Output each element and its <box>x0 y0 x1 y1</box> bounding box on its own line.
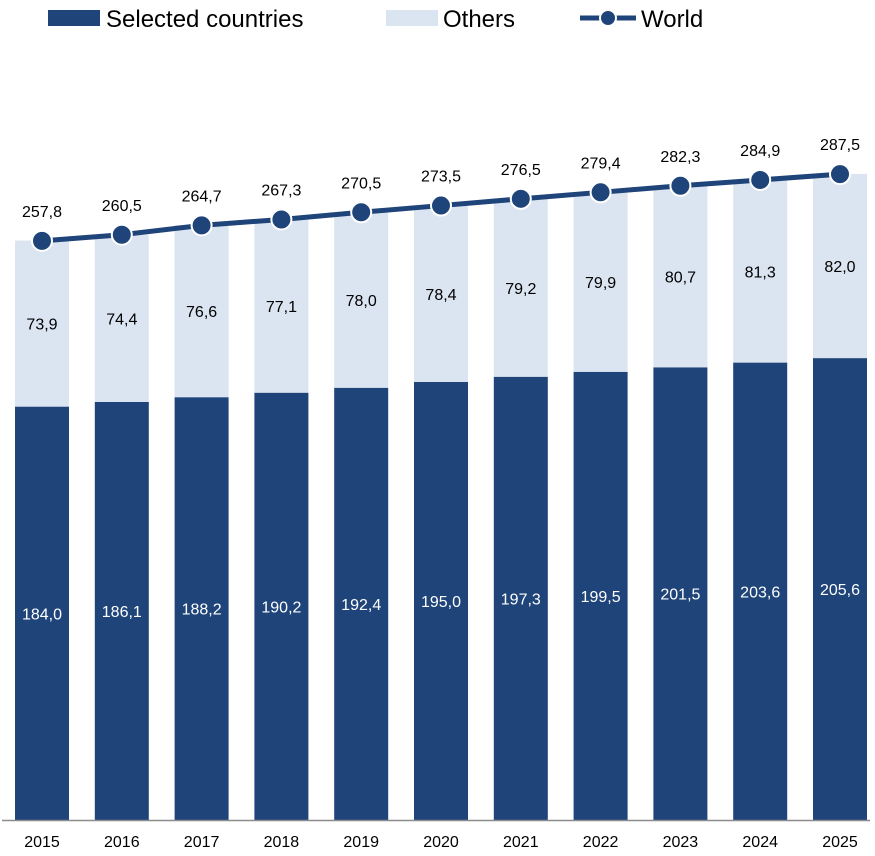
legend-label-others: Others <box>443 6 515 33</box>
bar-others-2017 <box>174 225 229 398</box>
point-world-2015 <box>31 229 53 252</box>
legend-swatch-selected-countries <box>48 10 100 26</box>
data-label-others-2017: 76,6 <box>186 304 217 321</box>
data-label-selected-countries-2020: 195,0 <box>421 594 461 611</box>
data-label-others-2018: 77,1 <box>266 299 297 316</box>
bar-others-2020 <box>414 205 468 382</box>
bar-selected-countries-2016 <box>94 401 149 820</box>
bar-selected-countries-2019 <box>334 387 389 820</box>
bar-selected-countries-2023 <box>653 367 708 820</box>
legend-item-selected-countries: Selected countries <box>48 6 303 33</box>
bar-others-2019 <box>334 212 389 388</box>
point-world-2016 <box>110 223 133 246</box>
bar-others-2015 <box>15 240 69 407</box>
data-label-world-2021: 276,5 <box>501 162 541 179</box>
data-label-selected-countries-2016: 186,1 <box>102 604 142 621</box>
legend-item-world: World <box>580 6 703 33</box>
legend-label-world: World <box>641 6 703 33</box>
data-label-selected-countries-2018: 190,2 <box>261 599 301 616</box>
data-label-selected-countries-2017: 188,2 <box>182 602 222 619</box>
point-world-2019 <box>350 201 373 224</box>
x-tick-label-2015: 2015 <box>24 834 60 851</box>
bar-selected-countries-2021 <box>493 376 548 820</box>
data-label-world-2022: 279,4 <box>581 155 621 172</box>
data-label-selected-countries-2021: 197,3 <box>501 591 541 608</box>
data-label-others-2021: 79,2 <box>505 281 536 298</box>
bar-selected-countries-2020 <box>414 381 468 820</box>
data-label-others-2020: 78,4 <box>425 287 456 304</box>
x-tick-label-2020: 2020 <box>423 834 459 851</box>
x-tick-label-2022: 2022 <box>583 834 619 851</box>
legend-swatch-others <box>386 10 438 26</box>
data-label-world-2025: 287,5 <box>820 137 860 154</box>
x-tick-label-2021: 2021 <box>503 834 539 851</box>
legend-item-others: Others <box>386 6 515 33</box>
plot-area: 184,0 73,9 2015 186,1 74,4 2016 188,2 76,6 2017 1… <box>2 137 870 851</box>
bar-others-2023 <box>653 186 708 368</box>
x-tick-label-2016: 2016 <box>104 834 140 851</box>
bar-selected-countries-2024 <box>733 362 788 820</box>
bar-others-2022 <box>573 192 628 372</box>
bar-selected-countries-2022 <box>573 371 628 820</box>
x-tick-label-2019: 2019 <box>343 834 379 851</box>
legend: Selected countries Others World <box>48 6 703 33</box>
data-label-world-2023: 282,3 <box>660 149 700 166</box>
bar-others-2021 <box>493 198 548 377</box>
data-label-others-2015: 73,9 <box>26 317 57 334</box>
data-label-others-2016: 74,4 <box>106 311 137 328</box>
data-label-selected-countries-2024: 203,6 <box>740 584 780 601</box>
data-label-selected-countries-2022: 199,5 <box>581 589 621 606</box>
point-world-2024 <box>749 168 772 191</box>
point-world-2023 <box>669 174 692 197</box>
x-tick-label-2017: 2017 <box>184 834 220 851</box>
bar-others-2016 <box>94 234 149 402</box>
data-label-others-2024: 81,3 <box>745 264 776 281</box>
bar-selected-countries-2015 <box>15 406 69 820</box>
x-tick-label-2025: 2025 <box>822 834 858 851</box>
data-label-others-2025: 82,0 <box>824 259 855 276</box>
legend-marker-world <box>599 9 617 27</box>
point-world-2017 <box>190 214 213 237</box>
data-label-world-2015: 257,8 <box>22 204 62 221</box>
bar-others-2025 <box>813 173 867 359</box>
point-world-2021 <box>509 187 532 210</box>
point-world-2025 <box>829 163 851 186</box>
data-label-selected-countries-2019: 192,4 <box>341 597 381 614</box>
point-world-2020 <box>430 194 452 217</box>
data-label-world-2018: 267,3 <box>261 182 301 199</box>
bar-selected-countries-2018 <box>254 392 309 820</box>
x-tick-label-2023: 2023 <box>663 834 699 851</box>
data-label-world-2017: 264,7 <box>182 188 222 205</box>
data-label-selected-countries-2025: 205,6 <box>820 582 860 599</box>
point-world-2018 <box>270 208 293 231</box>
data-label-world-2016: 260,5 <box>102 198 142 215</box>
data-label-others-2019: 78,0 <box>346 293 377 310</box>
data-label-selected-countries-2015: 184,0 <box>22 606 62 623</box>
x-tick-label-2018: 2018 <box>264 834 300 851</box>
data-label-others-2023: 80,7 <box>665 270 696 287</box>
x-tick-label-2024: 2024 <box>742 834 778 851</box>
point-world-2022 <box>589 181 612 204</box>
legend-label-selected-countries: Selected countries <box>106 6 303 33</box>
bar-selected-countries-2017 <box>174 397 229 820</box>
data-label-world-2019: 270,5 <box>341 175 381 192</box>
data-label-world-2024: 284,9 <box>740 143 780 160</box>
data-label-others-2022: 79,9 <box>585 275 616 292</box>
bar-selected-countries-2025 <box>813 358 867 820</box>
bar-others-2024 <box>733 179 788 363</box>
data-label-selected-countries-2023: 201,5 <box>660 587 700 604</box>
bar-others-2018 <box>254 219 309 393</box>
data-label-world-2020: 273,5 <box>421 169 461 186</box>
